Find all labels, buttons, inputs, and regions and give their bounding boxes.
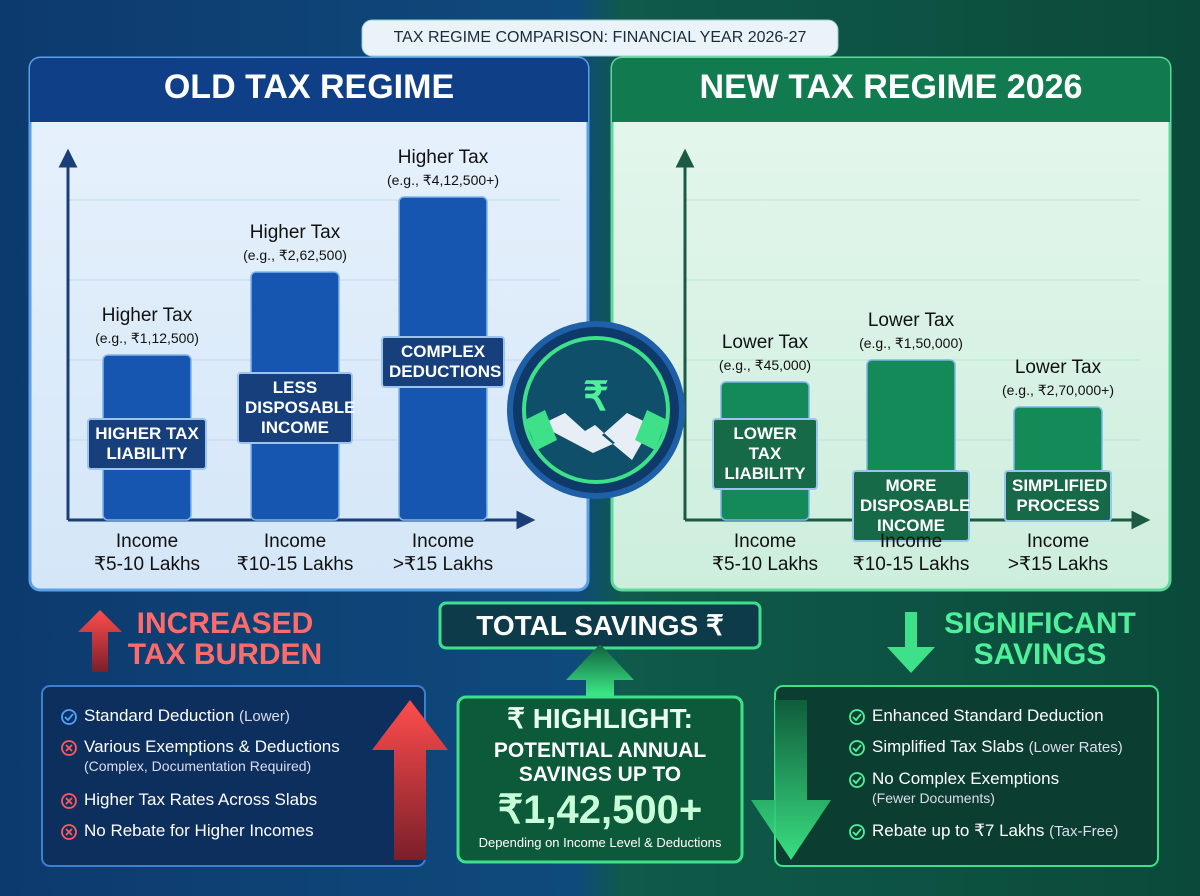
point-text: No Complex Exemptions [872, 769, 1060, 788]
point: Higher Tax Rates Across Slabs [84, 790, 317, 810]
income-label: Income [115, 531, 179, 552]
point-icon-mark [64, 713, 74, 722]
bar-tag: SIMPLIFIED PROCESS [1004, 470, 1112, 522]
point-note: (Complex, Documentation Required) [84, 758, 312, 774]
highlight: ₹ HIGHLIGHT: POTENTIAL ANNUAL SAVINGS UP… [458, 702, 742, 850]
bar-label: Higher Tax [249, 222, 341, 243]
callout-line: SIGNIFICANT [944, 607, 1136, 640]
point: No Complex Exemptions [872, 769, 1059, 789]
bar-label: Lower Tax [721, 332, 809, 353]
bar-example: (e.g., ₹2,62,500) [243, 247, 347, 263]
new-header [612, 58, 1170, 122]
rupee-icon: ₹ [583, 375, 608, 419]
point-note: (Lower Rates) [1028, 739, 1123, 756]
bar-label: Higher Tax [397, 147, 489, 168]
bar-example: (e.g., ₹2,70,000+) [1001, 382, 1115, 398]
bar-tag: HIGHER TAX LIABILITY [87, 418, 207, 470]
bar-example: (e.g., ₹45,000) [718, 357, 812, 373]
point: Simplified Tax Slabs (Lower Rates) [872, 737, 1123, 757]
old-title: OLD TAX REGIME [163, 68, 455, 106]
income-range: ₹5-10 Lakhs [711, 554, 819, 575]
income-range: >₹15 Lakhs [392, 554, 494, 575]
callout-line: SAVINGS [973, 638, 1107, 671]
point-note: (Fewer Documents) [872, 790, 995, 806]
new-title: NEW TAX REGIME 2026 [699, 68, 1083, 106]
handshake-icon [540, 413, 652, 460]
point-text: Higher Tax Rates Across Slabs [84, 790, 318, 809]
point-icon [849, 740, 865, 756]
down-arrow-green [887, 612, 935, 673]
old-callout: INCREASED TAX BURDEN [110, 608, 340, 670]
bar-tag: LESS DISPOSABLE INCOME [237, 372, 356, 444]
old-header [30, 58, 588, 122]
point: Standard Deduction (Lower) [84, 706, 290, 726]
point: Enhanced Standard Deduction [872, 706, 1104, 726]
point-icon-mark [852, 776, 862, 785]
highlight-footnote: Depending on Income Level & Deductions [478, 835, 722, 850]
bar-tag: MORE DISPOSABLE INCOME [852, 470, 971, 542]
point-note: (Lower) [239, 708, 290, 725]
cuffs [525, 410, 667, 450]
point: Rebate up to ₹7 Lakhs (Tax-Free) [872, 821, 1118, 841]
point-icon-mark [65, 744, 73, 752]
callout-line: TAX BURDEN [127, 638, 323, 671]
bar-label: Lower Tax [867, 310, 955, 331]
bar-example: (e.g., ₹1,12,500) [95, 330, 199, 346]
point-text: Rebate up to ₹7 Lakhs [872, 821, 1045, 840]
header-box [361, 19, 839, 57]
income-label: Income [1026, 531, 1090, 552]
income-range: ₹10-15 Lakhs [852, 554, 970, 575]
bar-example: (e.g., ₹4,12,500+) [386, 172, 500, 188]
point-icon [61, 740, 77, 756]
point-icon-mark [852, 744, 862, 753]
point-icon-mark [65, 797, 73, 805]
point-icon [849, 772, 865, 788]
new-callout: SIGNIFICANT SAVINGS [920, 608, 1160, 670]
point-icon-mark [852, 828, 862, 837]
income-range: ₹5-10 Lakhs [93, 554, 201, 575]
bar-label: Higher Tax [101, 305, 193, 326]
highlight-amount: ₹1,42,500+ [497, 788, 703, 832]
point-icon-mark [65, 828, 73, 836]
point-icon [61, 824, 77, 840]
highlight-box [456, 695, 744, 864]
bar-tag: COMPLEX DEDUCTIONS [381, 336, 505, 388]
point-icon [61, 793, 77, 809]
point-text: Standard Deduction [84, 706, 235, 725]
point-note: (Tax-Free) [1049, 823, 1119, 840]
point-icon-mark [852, 713, 862, 722]
income-label: Income [263, 531, 327, 552]
up-arrow-green [566, 644, 634, 698]
point-icon [849, 824, 865, 840]
income-label: Income [879, 531, 943, 552]
bar-example: (e.g., ₹1,50,000) [859, 335, 963, 351]
income-label: Income [411, 531, 475, 552]
point-icon [61, 709, 77, 725]
point-icon [849, 709, 865, 725]
point-text: Simplified Tax Slabs [872, 737, 1024, 756]
big-arrow-red [372, 700, 448, 860]
big-arrow-green [751, 700, 831, 860]
highlight-head: ₹ HIGHLIGHT: [507, 703, 693, 734]
point-text: No Rebate for Higher Incomes [84, 821, 314, 840]
income-range: >₹15 Lakhs [1007, 554, 1109, 575]
savings-title: TOTAL SAVINGS ₹ [476, 610, 724, 641]
point-text: Various Exemptions & Deductions [84, 737, 340, 756]
point: No Rebate for Higher Incomes [84, 821, 314, 841]
callout-line: INCREASED [136, 607, 314, 640]
point: Various Exemptions & Deductions [84, 737, 340, 757]
income-label: Income [733, 531, 797, 552]
point-text: Enhanced Standard Deduction [872, 706, 1104, 725]
highlight-line: POTENTIAL ANNUAL SAVINGS UP TO [493, 739, 707, 786]
bar-label: Lower Tax [1014, 357, 1102, 378]
up-arrow-red [78, 610, 122, 672]
income-range: ₹10-15 Lakhs [236, 554, 354, 575]
header-title: TAX REGIME COMPARISON: FINANCIAL YEAR 20… [393, 29, 807, 46]
bar-tag: LOWER TAX LIABILITY [712, 418, 818, 490]
